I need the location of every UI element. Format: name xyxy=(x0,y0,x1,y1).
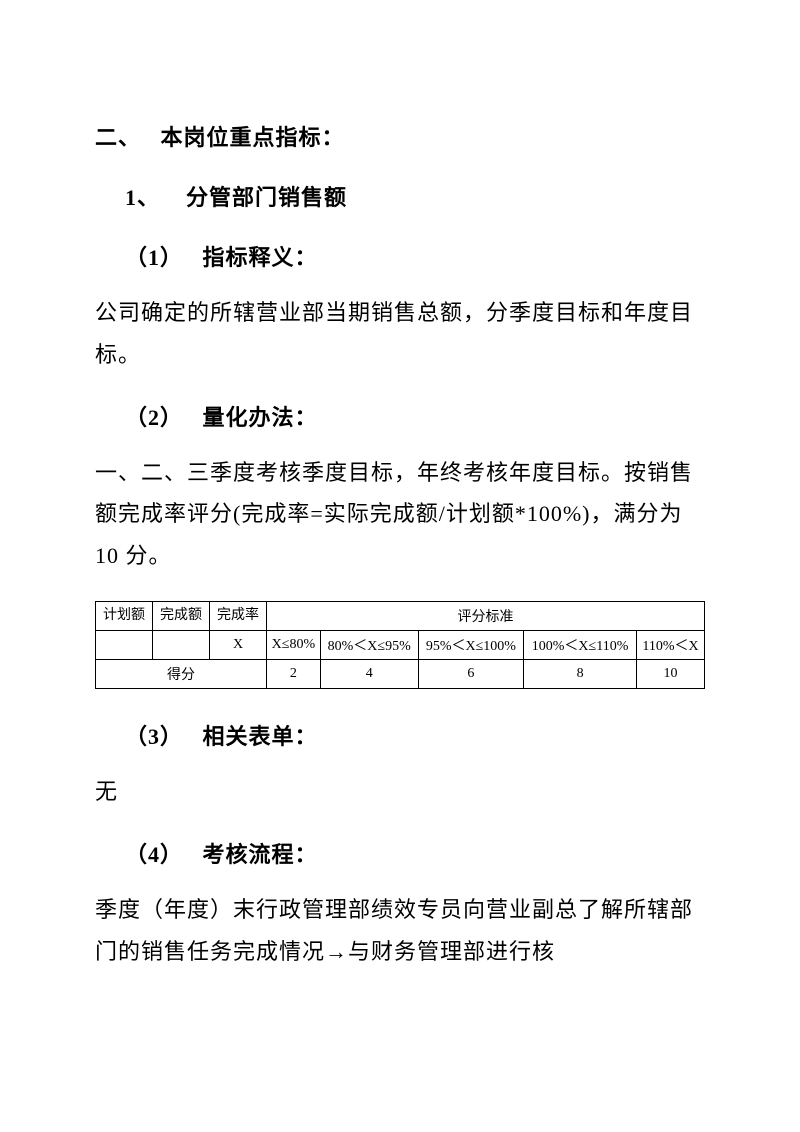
range-cell: 110%＜X xyxy=(636,630,704,659)
range-cell: 80%＜X≤95% xyxy=(320,630,418,659)
score-cell: 4 xyxy=(320,659,418,688)
sub-number: （2） xyxy=(125,405,183,430)
table-row: 计划额 完成额 完成率 评分标准 xyxy=(96,601,705,630)
sub4-body: 季度（年度）末行政管理部绩效专员向营业副总了解所辖部门的销售任务完成情况→与财务… xyxy=(95,889,705,973)
sub-title: 量化办法： xyxy=(203,405,318,430)
item-heading: 1、 分管部门销售额 xyxy=(125,180,705,212)
col-complete: 完成额 xyxy=(153,601,210,630)
item-number: 1、 xyxy=(125,185,160,210)
col-rate: 完成率 xyxy=(210,601,267,630)
document-page: 二、 本岗位重点指标： 1、 分管部门销售额 （1） 指标释义： 公司确定的所辖… xyxy=(0,0,800,1056)
range-cell: 100%＜X≤110% xyxy=(524,630,637,659)
col-plan: 计划额 xyxy=(96,601,153,630)
section-number: 二、 xyxy=(95,125,141,150)
sub3-body: 无 xyxy=(95,771,705,813)
cell-plan-value xyxy=(96,630,153,659)
score-table: 计划额 完成额 完成率 评分标准 X X≤80% 80%＜X≤95% 95%＜X… xyxy=(95,601,705,689)
section-title: 本岗位重点指标： xyxy=(161,125,345,150)
sub-number: （1） xyxy=(125,245,183,270)
score-cell: 10 xyxy=(636,659,704,688)
sub2-body: 一、二、三季度考核季度目标，年终考核年度目标。按销售额完成率评分(完成率=实际完… xyxy=(95,452,705,577)
section-heading: 二、 本岗位重点指标： xyxy=(95,120,705,152)
sub-heading-1: （1） 指标释义： xyxy=(125,240,705,272)
cell-complete-value xyxy=(153,630,210,659)
score-label: 得分 xyxy=(96,659,267,688)
item-title: 分管部门销售额 xyxy=(186,185,347,210)
range-cell: X≤80% xyxy=(267,630,321,659)
sub-heading-3: （3） 相关表单： xyxy=(125,719,705,751)
sub1-body: 公司确定的所辖营业部当期销售总额，分季度目标和年度目标。 xyxy=(95,292,705,376)
cell-rate-symbol: X xyxy=(210,630,267,659)
sub-number: （3） xyxy=(125,724,183,749)
table-row: 得分 2 4 6 8 10 xyxy=(96,659,705,688)
sub-title: 指标释义： xyxy=(203,245,318,270)
sub-heading-2: （2） 量化办法： xyxy=(125,400,705,432)
score-cell: 6 xyxy=(418,659,524,688)
sub-number: （4） xyxy=(125,842,183,867)
sub-heading-4: （4） 考核流程： xyxy=(125,837,705,869)
sub-title: 考核流程： xyxy=(203,842,318,867)
range-cell: 95%＜X≤100% xyxy=(418,630,524,659)
sub-title: 相关表单： xyxy=(203,724,318,749)
score-cell: 8 xyxy=(524,659,637,688)
table-row: X X≤80% 80%＜X≤95% 95%＜X≤100% 100%＜X≤110%… xyxy=(96,630,705,659)
score-cell: 2 xyxy=(267,659,321,688)
col-standard: 评分标准 xyxy=(267,601,705,630)
